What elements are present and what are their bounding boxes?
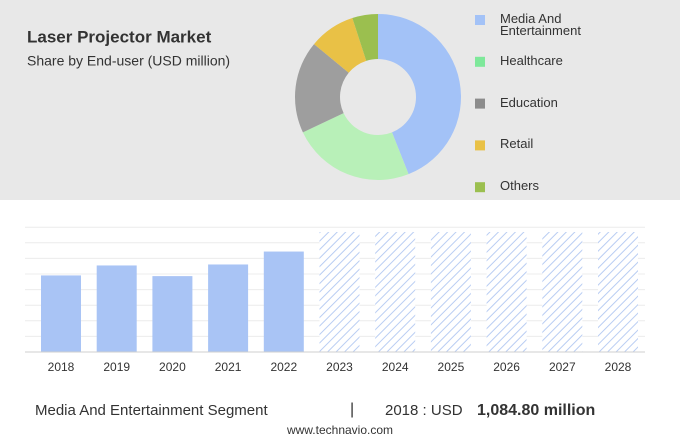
- x-tick-label: 2019: [103, 360, 130, 374]
- x-tick-label: 2027: [549, 360, 576, 374]
- legend-swatch: [475, 56, 485, 67]
- forecast-bar: [319, 232, 360, 352]
- footer-separator: |: [350, 401, 354, 418]
- pie-slice: [352, 14, 378, 61]
- bar: [41, 275, 81, 352]
- source: www.technavio.com: [286, 423, 393, 437]
- bar: [263, 251, 304, 352]
- legend-swatch: [475, 140, 485, 151]
- legend-label: Retail: [500, 136, 534, 152]
- legend-swatch: [475, 98, 485, 109]
- x-tick-label: 2020: [159, 360, 186, 374]
- x-tick-label: 2021: [215, 360, 242, 374]
- x-tick-label: 2022: [270, 360, 297, 374]
- x-tick-label: 2025: [438, 360, 465, 374]
- forecast-bar: [542, 232, 583, 352]
- x-tick-label: 2023: [326, 360, 353, 374]
- bar: [96, 265, 137, 352]
- forecast-bar: [598, 232, 638, 352]
- pie-slice: [378, 14, 461, 175]
- legend-label: Education: [500, 94, 558, 110]
- footer-year: 2018 : USD: [385, 402, 463, 419]
- forecast-bar: [430, 232, 471, 352]
- x-tick-label: 2018: [48, 360, 75, 374]
- legend-swatch: [475, 182, 485, 193]
- x-tick-label: 2026: [493, 360, 520, 374]
- legend-swatch: [475, 15, 485, 25]
- x-tick-label: 2024: [382, 360, 409, 374]
- pie-slice: [295, 44, 349, 133]
- bar: [152, 276, 193, 352]
- forecast-bar: [486, 232, 527, 352]
- legend-label: Healthcare: [500, 52, 563, 68]
- pie-slice: [302, 113, 409, 180]
- bar: [208, 264, 249, 352]
- footer-segment: Media And Entertainment Segment: [35, 402, 268, 419]
- legend-label: Media And Entertainment: [500, 11, 581, 38]
- footer-value: 1,084.80 million: [477, 402, 595, 419]
- chart-title: Laser Projector Market: [27, 27, 212, 46]
- chart-subtitle: Share by End-user (USD million): [27, 53, 230, 69]
- pie-slice: [314, 18, 367, 73]
- forecast-bar: [375, 232, 416, 352]
- legend-label: Others: [500, 178, 540, 194]
- x-tick-label: 2028: [605, 360, 632, 374]
